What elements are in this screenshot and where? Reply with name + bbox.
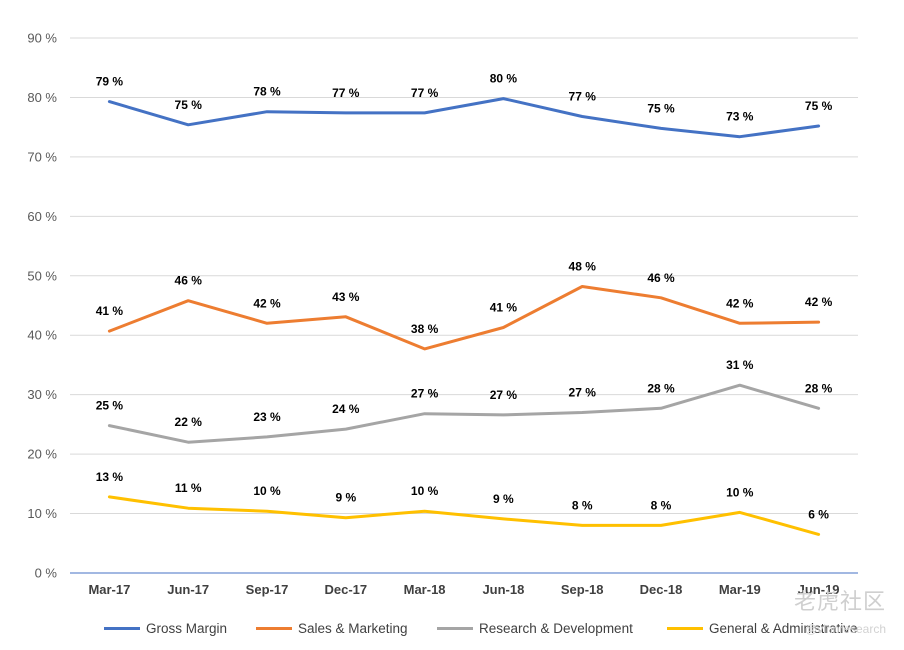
- axes: 0 % 10 % 20 % 30 % 40 % 50 % 60 % 70 % 80 % 90 % M…: [27, 31, 858, 597]
- data-label: 43 %: [332, 290, 360, 304]
- series-line-general-administrative[interactable]: [107, 495, 821, 536]
- y-tick-label: 10 %: [27, 506, 57, 521]
- legend-item-general-administrative[interactable]: General & Administrative: [667, 618, 858, 638]
- data-label: 77 %: [411, 86, 439, 100]
- data-label: 41 %: [490, 300, 518, 314]
- series-line-research-development[interactable]: [107, 383, 821, 444]
- data-label: 6 %: [808, 507, 829, 521]
- legend-label: Sales & Marketing: [298, 620, 408, 636]
- y-tick-label: 70 %: [27, 149, 57, 164]
- data-label: 46 %: [175, 274, 203, 288]
- y-tick-label: 60 %: [27, 209, 57, 224]
- data-label: 31 %: [726, 358, 754, 372]
- data-label: 9 %: [335, 491, 356, 505]
- data-label: 75 %: [647, 101, 675, 115]
- legend-swatch: [667, 626, 703, 630]
- x-tick-label: Sep-17: [246, 582, 289, 597]
- x-tick-label: Dec-18: [640, 582, 683, 597]
- data-label: 10 %: [253, 484, 281, 498]
- data-label: 38 %: [411, 322, 439, 336]
- series-lines: [107, 97, 821, 536]
- data-label: 25 %: [96, 399, 124, 413]
- data-label: 42 %: [805, 295, 833, 309]
- x-tick-label: Mar-17: [88, 582, 130, 597]
- x-tick-label: Dec-17: [324, 582, 367, 597]
- x-tick-label: Mar-18: [404, 582, 446, 597]
- data-label: 13 %: [96, 470, 124, 484]
- data-labels: 79 % 75 % 78 % 77 % 77 % 80 % 77 % 75 % 73 % 75 %…: [96, 72, 833, 522]
- legend-label: Gross Margin: [146, 620, 228, 636]
- data-label: 28 %: [805, 381, 833, 395]
- y-tick-label: 40 %: [27, 328, 57, 343]
- data-label: 9 %: [493, 492, 514, 506]
- x-tick-label: Mar-19: [719, 582, 761, 597]
- watermark-logo: 老虎社区: [793, 589, 886, 614]
- data-label: 27 %: [569, 386, 597, 400]
- legend-item-sales-marketing[interactable]: Sales & Marketing: [256, 618, 408, 638]
- data-label: 8 %: [572, 498, 593, 512]
- data-label: 10 %: [411, 484, 439, 498]
- data-label: 79 %: [96, 75, 124, 89]
- legend-label: Research & Development: [479, 620, 633, 636]
- x-tick-label: Jun-18: [482, 582, 524, 597]
- legend-item-research-development[interactable]: Research & Development: [437, 618, 633, 638]
- data-label: 8 %: [651, 498, 672, 512]
- legend-swatch: [256, 626, 292, 630]
- y-tick-label: 30 %: [27, 387, 57, 402]
- legend-swatch: [104, 626, 140, 630]
- legend-label: General & Administrative: [709, 620, 858, 636]
- data-label: 42 %: [726, 296, 754, 310]
- data-label: 48 %: [569, 259, 597, 273]
- data-label: 46 %: [647, 271, 675, 285]
- data-label: 75 %: [175, 98, 203, 112]
- x-tick-label: Jun-17: [167, 582, 209, 597]
- data-label: 22 %: [175, 415, 203, 429]
- x-tick-label: Jun-19: [798, 582, 840, 597]
- series-line-gross-margin[interactable]: [107, 97, 821, 139]
- data-label: 77 %: [569, 89, 597, 103]
- legend: Gross Margin Sales & Marketing Research …: [0, 618, 904, 638]
- gridlines: [70, 37, 858, 515]
- y-tick-label: 80 %: [27, 90, 57, 105]
- data-label: 28 %: [647, 381, 675, 395]
- data-label: 10 %: [726, 485, 754, 499]
- data-label: 27 %: [411, 387, 439, 401]
- data-label: 78 %: [253, 85, 281, 99]
- data-label: 77 %: [332, 86, 360, 100]
- x-tick-label: Sep-18: [561, 582, 604, 597]
- data-label: 27 %: [490, 388, 518, 402]
- data-label: 73 %: [726, 110, 754, 124]
- data-label: 75 %: [805, 99, 833, 113]
- y-tick-label: 90 %: [27, 31, 57, 46]
- data-label: 23 %: [253, 410, 281, 424]
- y-tick-label: 0 %: [35, 566, 58, 581]
- series-line-sales-marketing[interactable]: [107, 285, 821, 351]
- data-label: 41 %: [96, 304, 124, 318]
- legend-swatch: [437, 626, 473, 630]
- legend-item-gross-margin[interactable]: Gross Margin: [104, 618, 227, 638]
- data-label: 80 %: [490, 72, 518, 86]
- y-tick-label: 50 %: [27, 268, 57, 283]
- watermark-handle: @vinnresearch: [805, 622, 886, 636]
- data-label: 24 %: [332, 402, 360, 416]
- data-label: 11 %: [175, 481, 202, 495]
- y-tick-label: 20 %: [27, 447, 57, 462]
- data-label: 42 %: [253, 296, 281, 310]
